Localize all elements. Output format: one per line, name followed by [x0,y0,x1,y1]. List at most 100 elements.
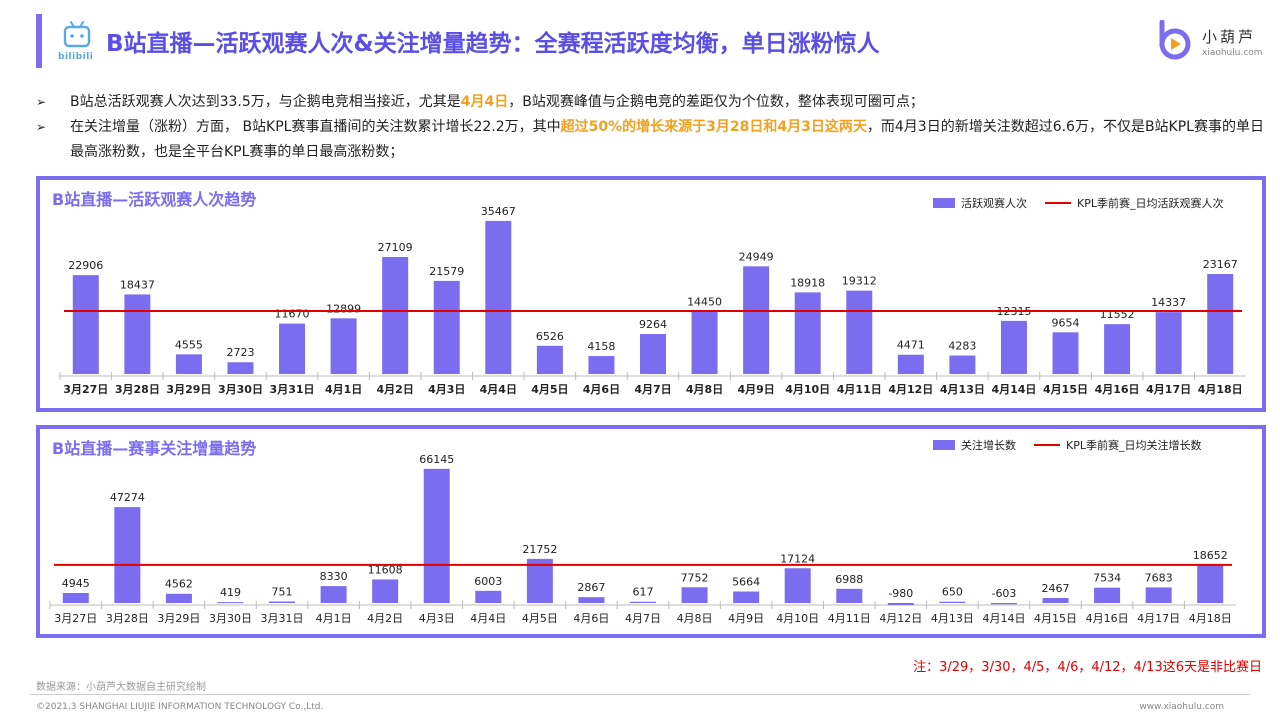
tick-label: 4月10日 [785,383,830,396]
tick-label: 4月13日 [940,383,985,396]
brand-domain: xiaohulu.com [1202,48,1263,58]
data-label: 6003 [474,575,502,588]
tick-label: 3月27日 [63,383,108,396]
bar [897,354,924,374]
data-label: 18918 [790,276,825,289]
bar [320,586,347,603]
bar [269,601,296,603]
xiaohulu-logo-icon [1159,20,1191,60]
tick-label: 4月4日 [470,612,506,625]
data-label: 35467 [481,205,516,218]
data-label: 8330 [320,570,348,583]
data-label: 6988 [835,573,863,586]
bar [217,602,244,604]
bar [165,593,192,603]
data-label: 2867 [577,581,605,594]
data-label: 4471 [897,339,925,352]
tick-label: 4月1日 [325,383,362,396]
tick-label: 4月1日 [316,612,352,625]
bar [1155,312,1182,374]
bullet-text: 在关注增量（涨粉）方面， B站KPL赛事直播间的关注数累计增长22.2万，其中 [70,119,561,135]
tick-label: 3月31日 [270,383,315,396]
legend-bar-label: 活跃观赛人次 [961,197,1027,210]
tick-label: 4月14日 [991,383,1036,396]
data-label: 4945 [62,577,90,590]
tick-label: 3月28日 [115,383,160,396]
data-label: 4158 [587,340,615,353]
tick-label: 4月6日 [583,383,620,396]
bar [1052,332,1079,374]
bar [1207,274,1234,374]
bar [423,468,450,603]
data-label: 2467 [1042,582,1070,595]
tick-label: 4月10日 [776,612,819,625]
tick-label: 3月30日 [209,612,252,625]
bilibili-logo-icon [63,21,91,48]
active-viewers-chart: 22906 3月27日 18437 3月28日 4555 3月29日 2723 3月30日 11… [59,205,1246,396]
data-label: 18437 [120,278,155,291]
data-label: 5664 [732,576,760,589]
tick-label: 4月9日 [728,612,764,625]
bullet-item: ➢ 在关注增量（涨粉）方面， B站KPL赛事直播间的关注数累计增长22.2万，其… [36,115,1272,165]
bar [743,266,770,374]
tick-label: 4月15日 [1034,612,1077,625]
bar [630,601,656,603]
data-label: 21579 [429,265,464,278]
bar [114,507,141,603]
data-label: 23167 [1203,258,1238,271]
data-label: 27109 [378,241,413,254]
tick-label: 4月3日 [428,383,465,396]
website-link[interactable]: www.xiaohulu.com [1139,702,1224,712]
bar [175,354,202,374]
data-label: -603 [991,587,1016,600]
tick-label: 3月31日 [261,612,304,625]
tick-label: 3月27日 [54,612,97,625]
copyright: ©2021.3 SHANGHAI LIUJIE INFORMATION TECH… [36,702,324,712]
tick-label: 4月14日 [982,612,1025,625]
data-label: 66145 [419,453,454,466]
legend-line-label: KPL季前赛_日均关注增长数 [1066,439,1202,452]
tick-label: 3月29日 [166,383,211,396]
tick-label: 4月9日 [737,383,774,396]
data-label: 9264 [639,318,667,331]
bar [1094,587,1121,603]
bar [846,290,873,374]
tick-label: 3月29日 [157,612,200,625]
bar [640,334,666,374]
data-label: 4283 [948,340,976,353]
legend-line-swatch [1034,444,1060,446]
bar [536,345,563,374]
data-label: 22906 [68,259,103,272]
tick-label: 4月2日 [367,612,403,625]
data-label: 7534 [1093,572,1121,585]
tick-label: 4月7日 [625,612,661,625]
brand-name: 小葫芦 [1202,28,1257,46]
bar [733,591,760,603]
tick-label: 4月5日 [522,612,558,625]
chart-legend: 关注增长数 KPL季前赛_日均关注增长数 [933,437,1201,453]
data-label: 21752 [522,543,557,556]
data-label: 47274 [110,491,145,504]
data-label: 7683 [1145,571,1173,584]
data-label: 12899 [326,302,361,315]
bar [681,587,708,603]
title-accent-bar [36,14,42,68]
tick-label: 4月2日 [377,383,414,396]
bar [1104,324,1131,374]
data-label: 617 [633,586,654,599]
tick-label: 4月17日 [1146,383,1191,396]
tick-label: 4月11日 [828,612,871,625]
data-label: 11608 [368,563,403,576]
bar [485,220,512,374]
tick-label: 4月7日 [634,383,671,396]
bar [578,597,605,603]
tick-label: 4月3日 [419,612,455,625]
tick-label: 4月5日 [531,383,568,396]
bar [794,292,821,374]
data-label: 9654 [1052,316,1080,329]
legend-line-swatch [1045,202,1071,204]
bar [227,362,254,374]
non-match-day-note: 注：3/29，3/30，4/5，4/6，4/12，4/13这6天是非比赛日 [913,660,1262,675]
bullet-highlight: 4月4日 [460,94,509,110]
bullet-text: B站总活跃观赛人次达到33.5万，与企鹅电竞相当接近，尤其是 [70,94,461,110]
